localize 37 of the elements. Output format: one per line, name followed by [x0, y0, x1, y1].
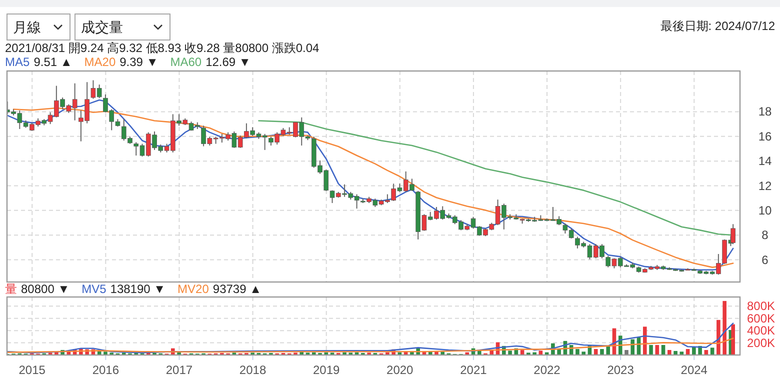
text: MA20 — [84, 55, 116, 69]
text: 2021/08/31 開9.24 高9.32 低8.93 收9.28 量80800 漲跌0.04 — [5, 41, 320, 55]
y-tick-label: 10 — [758, 203, 772, 218]
text: MV20 — [178, 282, 210, 296]
y-tick-label: 16 — [758, 129, 772, 144]
text: MA5 — [5, 55, 30, 69]
text: MV5 — [82, 282, 107, 296]
y-tick-label: 12 — [758, 178, 772, 193]
annotation: 138190 ▼ — [110, 282, 166, 296]
text: 9.51 ▲ — [34, 55, 72, 69]
text: 量 — [5, 282, 17, 296]
x-tick-label: 2018 — [239, 363, 266, 377]
y-tick-label: 400K — [747, 324, 776, 338]
y-tick-label: 18 — [758, 104, 772, 119]
x-tick-label: 2024 — [680, 363, 708, 377]
y-tick-label: 600K — [747, 311, 776, 326]
text: 9.39 ▼ — [120, 55, 158, 69]
x-tick-label: 2022 — [534, 363, 561, 377]
text: 月線 — [13, 19, 41, 35]
annotation: 80800 ▼ — [21, 282, 70, 296]
text: MA60 — [170, 55, 202, 69]
y-tick-label: 14 — [758, 154, 772, 168]
x-tick-label: 2023 — [607, 363, 634, 377]
text: 成交量 — [81, 19, 123, 35]
annotation: 93739 ▲ — [212, 282, 262, 296]
y-tick-label: 200K — [747, 336, 776, 350]
y-tick-label: 8 — [762, 228, 769, 242]
x-tick-label: 2016 — [92, 363, 120, 377]
text: 最後日期: 2024/07/12 — [660, 19, 776, 33]
x-tick-label: 2017 — [166, 363, 193, 377]
x-tick-label: 2019 — [312, 363, 340, 377]
y-tick-label: 6 — [762, 252, 769, 267]
text: 12.69 ▼ — [206, 55, 251, 69]
x-tick-label: 2021 — [460, 363, 488, 377]
y-tick-label: 800K — [747, 299, 776, 314]
x-tick-label: 2015 — [18, 363, 46, 377]
x-tick-label: 2020 — [386, 363, 414, 377]
